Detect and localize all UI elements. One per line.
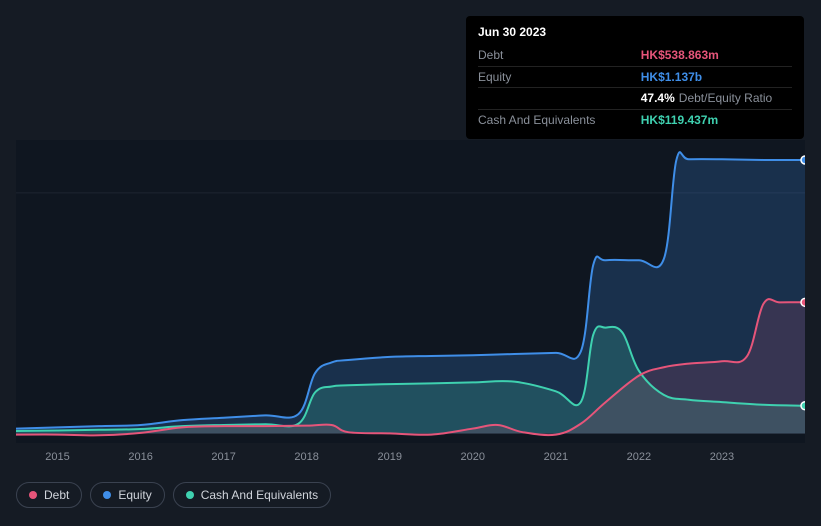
- x-axis-label: 2015: [45, 451, 69, 463]
- tooltip-table: DebtHK$538.863mEquityHK$1.137b47.4%Debt/…: [478, 45, 792, 131]
- x-axis-label: 2021: [544, 451, 568, 463]
- tooltip-row-value: 47.4%Debt/Equity Ratio: [641, 88, 792, 110]
- financial-history-chart: [16, 140, 805, 443]
- legend-item[interactable]: Equity: [90, 482, 164, 508]
- tooltip-row-label: [478, 88, 641, 110]
- legend-dot-icon: [186, 491, 194, 499]
- x-axis-label: 2018: [294, 451, 318, 463]
- tooltip-row-label: Equity: [478, 66, 641, 88]
- x-axis-label: 2016: [128, 451, 152, 463]
- legend-dot-icon: [103, 491, 111, 499]
- legend-label: Equity: [118, 488, 151, 502]
- x-axis-label: 2022: [627, 451, 651, 463]
- tooltip-row: DebtHK$538.863m: [478, 45, 792, 66]
- tooltip-row: EquityHK$1.137b: [478, 66, 792, 88]
- x-axis-label: 2020: [461, 451, 485, 463]
- tooltip-date: Jun 30 2023: [478, 24, 792, 41]
- legend-dot-icon: [29, 491, 37, 499]
- legend-label: Debt: [44, 488, 69, 502]
- tooltip-row-value: HK$1.137b: [641, 66, 792, 88]
- x-axis-label: 2017: [211, 451, 235, 463]
- x-axis-label: 2019: [377, 451, 401, 463]
- chart-legend: Debt Equity Cash And Equivalents: [16, 482, 331, 508]
- tooltip-row: 47.4%Debt/Equity Ratio: [478, 88, 792, 110]
- tooltip-row: Cash And EquivalentsHK$119.437m: [478, 110, 792, 131]
- legend-item[interactable]: Cash And Equivalents: [173, 482, 331, 508]
- legend-label: Cash And Equivalents: [201, 488, 318, 502]
- chart-tooltip: Jun 30 2023 DebtHK$538.863mEquityHK$1.13…: [466, 16, 804, 139]
- legend-item[interactable]: Debt: [16, 482, 82, 508]
- tooltip-row-value: HK$538.863m: [641, 45, 792, 66]
- tooltip-row-value: HK$119.437m: [641, 110, 792, 131]
- tooltip-row-label: Debt: [478, 45, 641, 66]
- tooltip-row-label: Cash And Equivalents: [478, 110, 641, 131]
- x-axis-label: 2023: [710, 451, 734, 463]
